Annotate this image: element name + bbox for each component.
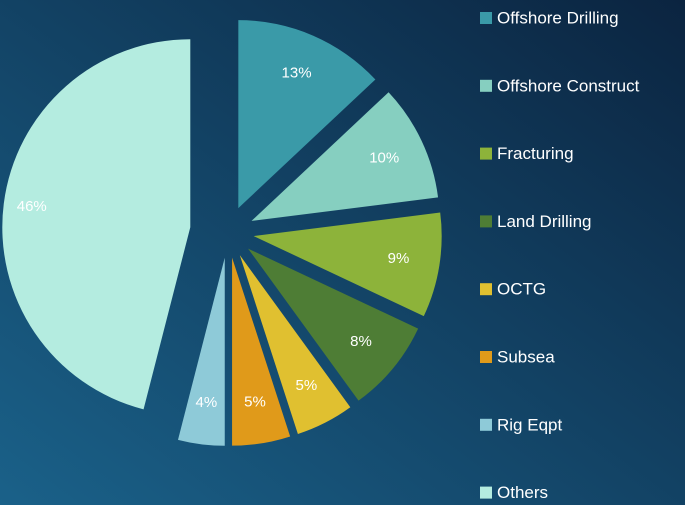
data-label: 46% xyxy=(17,198,47,215)
legend-label: OCTG xyxy=(497,280,546,299)
pie-slice xyxy=(177,257,225,446)
data-label: 5% xyxy=(296,377,318,394)
pie-slice xyxy=(232,257,291,446)
data-label: 13% xyxy=(282,65,312,82)
data-label: 10% xyxy=(369,149,399,166)
legend-swatch xyxy=(480,351,492,363)
pie-slice xyxy=(248,248,419,401)
legend-label: Others xyxy=(497,483,548,502)
pie-slice xyxy=(2,39,191,410)
legend-swatch xyxy=(480,486,492,499)
pie-slice xyxy=(239,255,351,434)
legend-label: Land Drilling xyxy=(497,212,592,231)
data-label: 5% xyxy=(244,393,266,410)
pie-slice xyxy=(238,20,376,209)
legend-label: Fracturing xyxy=(497,144,574,163)
legend-label: Offshore Drilling xyxy=(497,8,619,27)
legend-label: Subsea xyxy=(497,347,555,366)
legend-label: Offshore Construct xyxy=(497,76,640,95)
pie-slice xyxy=(253,212,442,317)
legend-swatch xyxy=(480,283,492,296)
data-label: 4% xyxy=(196,394,218,411)
pie-slice xyxy=(251,92,439,221)
legend-label: Rig Eqpt xyxy=(497,415,562,434)
legend-swatch xyxy=(480,79,492,92)
legend-swatch xyxy=(480,12,492,24)
data-label: 9% xyxy=(388,250,410,267)
data-label: 8% xyxy=(350,333,372,350)
legend-swatch xyxy=(480,147,492,160)
legend-swatch xyxy=(480,215,492,228)
legend-swatch xyxy=(480,418,492,431)
